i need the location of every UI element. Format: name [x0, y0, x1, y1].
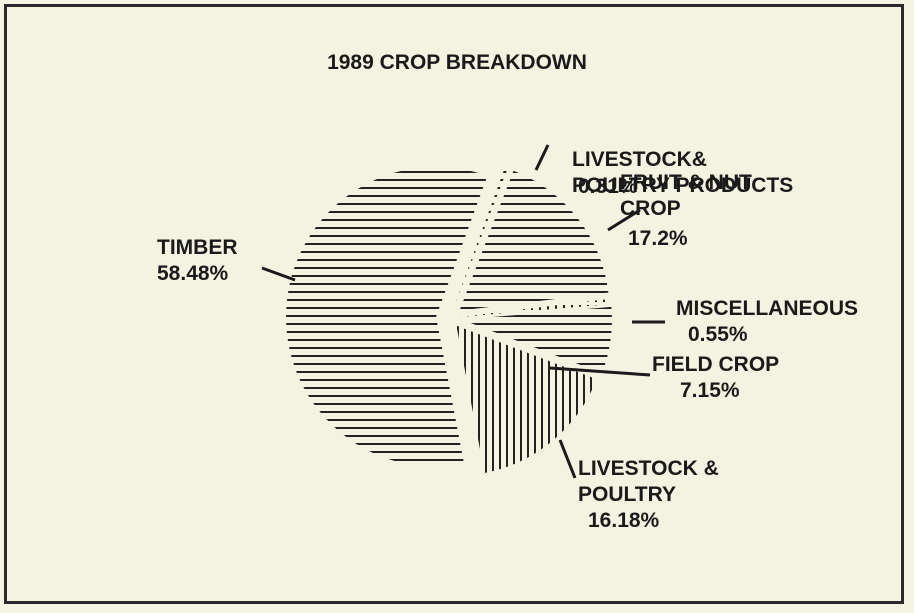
value-label: 16.18% — [588, 509, 660, 532]
frame — [4, 4, 904, 604]
chart-title: 1989 CROP BREAKDOWN — [327, 51, 587, 74]
slice-label: TIMBER — [157, 236, 238, 259]
slice-label: LIVESTOCK& POULTRY PRODUCTS — [572, 148, 794, 197]
value-label: 0.55% — [688, 323, 748, 346]
value-label: 17.2% — [628, 227, 688, 250]
value-label: 7.15% — [680, 379, 740, 402]
pie-slice — [457, 299, 608, 318]
pie-slice — [456, 325, 597, 474]
slice-label: FRUIT & NUT CROP — [620, 171, 752, 220]
slice-label: FIELD CROP — [652, 353, 780, 376]
value-label: 58.48% — [157, 262, 229, 285]
value-label: 0.31% — [578, 175, 638, 198]
pie-slice — [454, 165, 509, 307]
pie-slice — [459, 170, 609, 311]
pie-slice — [461, 306, 612, 374]
slice-label: LIVESTOCK & POULTRY — [578, 457, 719, 506]
pie-slice — [286, 166, 488, 467]
slice-label: MISCELLANEOUS — [676, 297, 859, 320]
